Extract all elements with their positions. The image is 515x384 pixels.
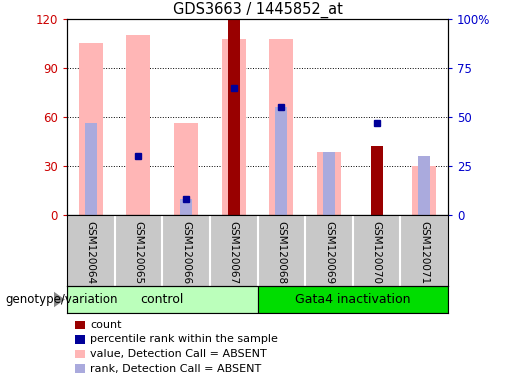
Text: GSM120064: GSM120064 [86, 221, 96, 284]
Bar [127, 35, 150, 215]
Text: rank, Detection Call = ABSENT: rank, Detection Call = ABSENT [90, 364, 262, 374]
Bar [258, 286, 448, 313]
Bar [418, 156, 430, 215]
Bar [276, 108, 287, 215]
Bar [371, 156, 383, 215]
Text: value, Detection Call = ABSENT: value, Detection Call = ABSENT [90, 349, 267, 359]
Bar [371, 147, 383, 215]
Bar [174, 123, 198, 215]
Bar [413, 166, 436, 215]
Bar [85, 123, 97, 215]
Title: GDS3663 / 1445852_at: GDS3663 / 1445852_at [173, 2, 342, 18]
Bar [269, 39, 293, 215]
Text: GSM120071: GSM120071 [419, 221, 429, 284]
Bar [222, 39, 246, 215]
Text: GSM120068: GSM120068 [277, 221, 286, 284]
Text: percentile rank within the sample: percentile rank within the sample [90, 334, 278, 344]
Text: GSM120066: GSM120066 [181, 221, 191, 284]
Text: GSM120065: GSM120065 [133, 221, 143, 284]
Bar [317, 152, 341, 215]
Text: control: control [141, 293, 184, 306]
Text: Gata4 inactivation: Gata4 inactivation [295, 293, 410, 306]
Text: GSM120067: GSM120067 [229, 221, 238, 284]
Bar [79, 43, 102, 215]
Text: GSM120069: GSM120069 [324, 221, 334, 284]
Text: genotype/variation: genotype/variation [5, 293, 117, 306]
Text: GSM120070: GSM120070 [372, 221, 382, 284]
Bar [323, 152, 335, 215]
Bar [67, 286, 258, 313]
Polygon shape [54, 291, 65, 308]
Bar [228, 19, 239, 215]
Bar [180, 199, 192, 215]
Text: count: count [90, 320, 122, 330]
